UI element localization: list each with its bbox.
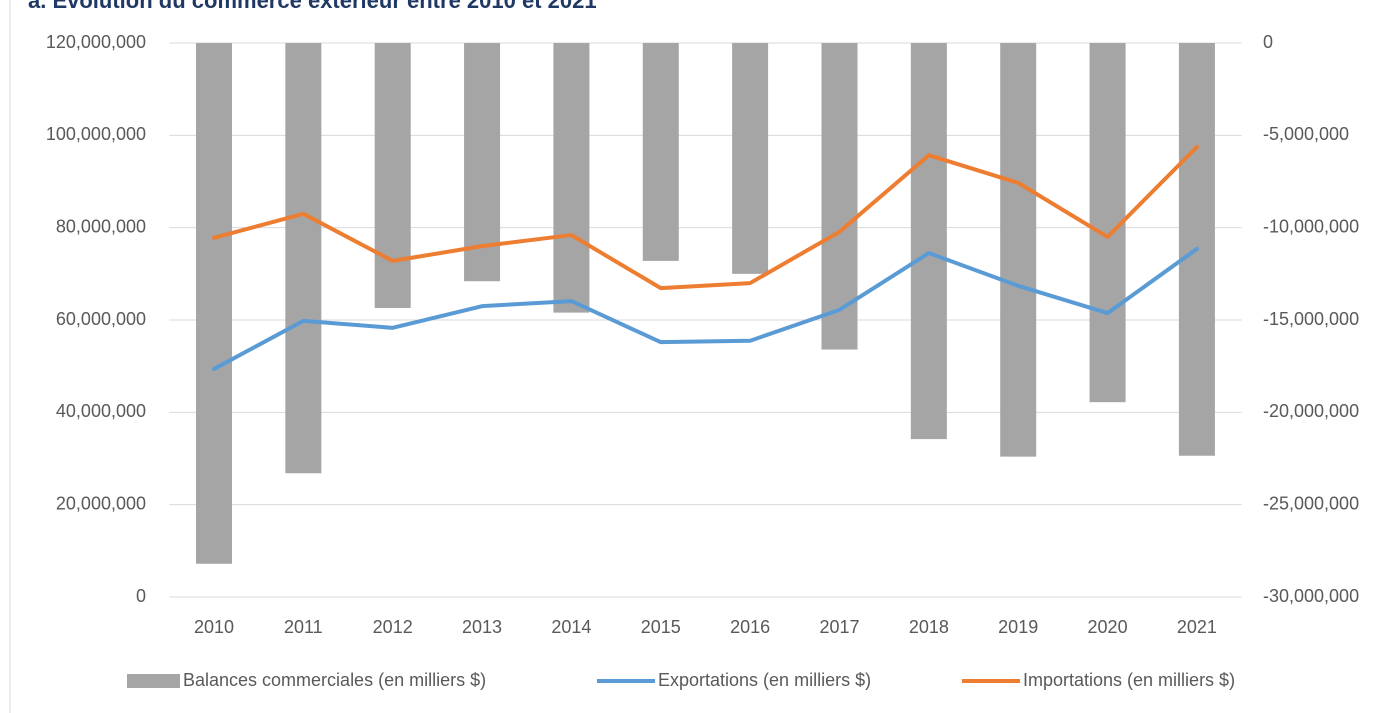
x-tick-label: 2012 [373,617,413,637]
bar [1000,43,1037,457]
legend-swatch [127,674,180,688]
y2-tick-label: -10,000,000 [1263,216,1359,236]
y2-tick-label: -15,000,000 [1263,309,1359,329]
line [211,144,1199,291]
bar [553,43,590,313]
bar [732,43,769,274]
x-tick-label: 2015 [641,617,681,637]
bar [821,43,858,350]
y2-tick-label: -20,000,000 [1263,401,1359,421]
line [211,246,1199,371]
x-tick-label: 2018 [909,617,949,637]
y-tick-label: 20,000,000 [56,493,146,513]
y2-tick-label: -30,000,000 [1263,586,1359,606]
y-tick-label: 80,000,000 [56,216,146,236]
x-tick-label: 2021 [1177,617,1217,637]
legend-label: Exportations (en milliers $) [658,670,871,690]
x-tick-label: 2017 [819,617,859,637]
bar [464,43,501,282]
y-tick-label: 0 [136,586,146,606]
bar [195,43,232,564]
y-tick-label: 120,000,000 [46,32,146,52]
y2-tick-label: 0 [1263,32,1273,52]
x-tick-label: 2020 [1088,617,1128,637]
x-tick-label: 2013 [462,617,502,637]
legend-label: Balances commerciales (en milliers $) [183,670,486,690]
legend-label: Importations (en milliers $) [1023,670,1235,690]
y2-tick-label: -25,000,000 [1263,493,1359,513]
y-tick-label: 40,000,000 [56,401,146,421]
x-tick-label: 2016 [730,617,770,637]
chart-title: a. Evolution du commerce extérieur entre… [28,0,597,13]
y-tick-label: 60,000,000 [56,309,146,329]
bar [374,43,411,308]
bar [642,43,679,261]
y-tick-label: 100,000,000 [46,124,146,144]
x-tick-label: 2011 [284,617,323,637]
x-tick-label: 2019 [998,617,1038,637]
x-tick-label: 2010 [194,617,234,637]
y2-tick-label: -5,000,000 [1263,124,1349,144]
bar [285,43,322,474]
bar [910,43,947,440]
x-tick-label: 2014 [551,617,591,637]
